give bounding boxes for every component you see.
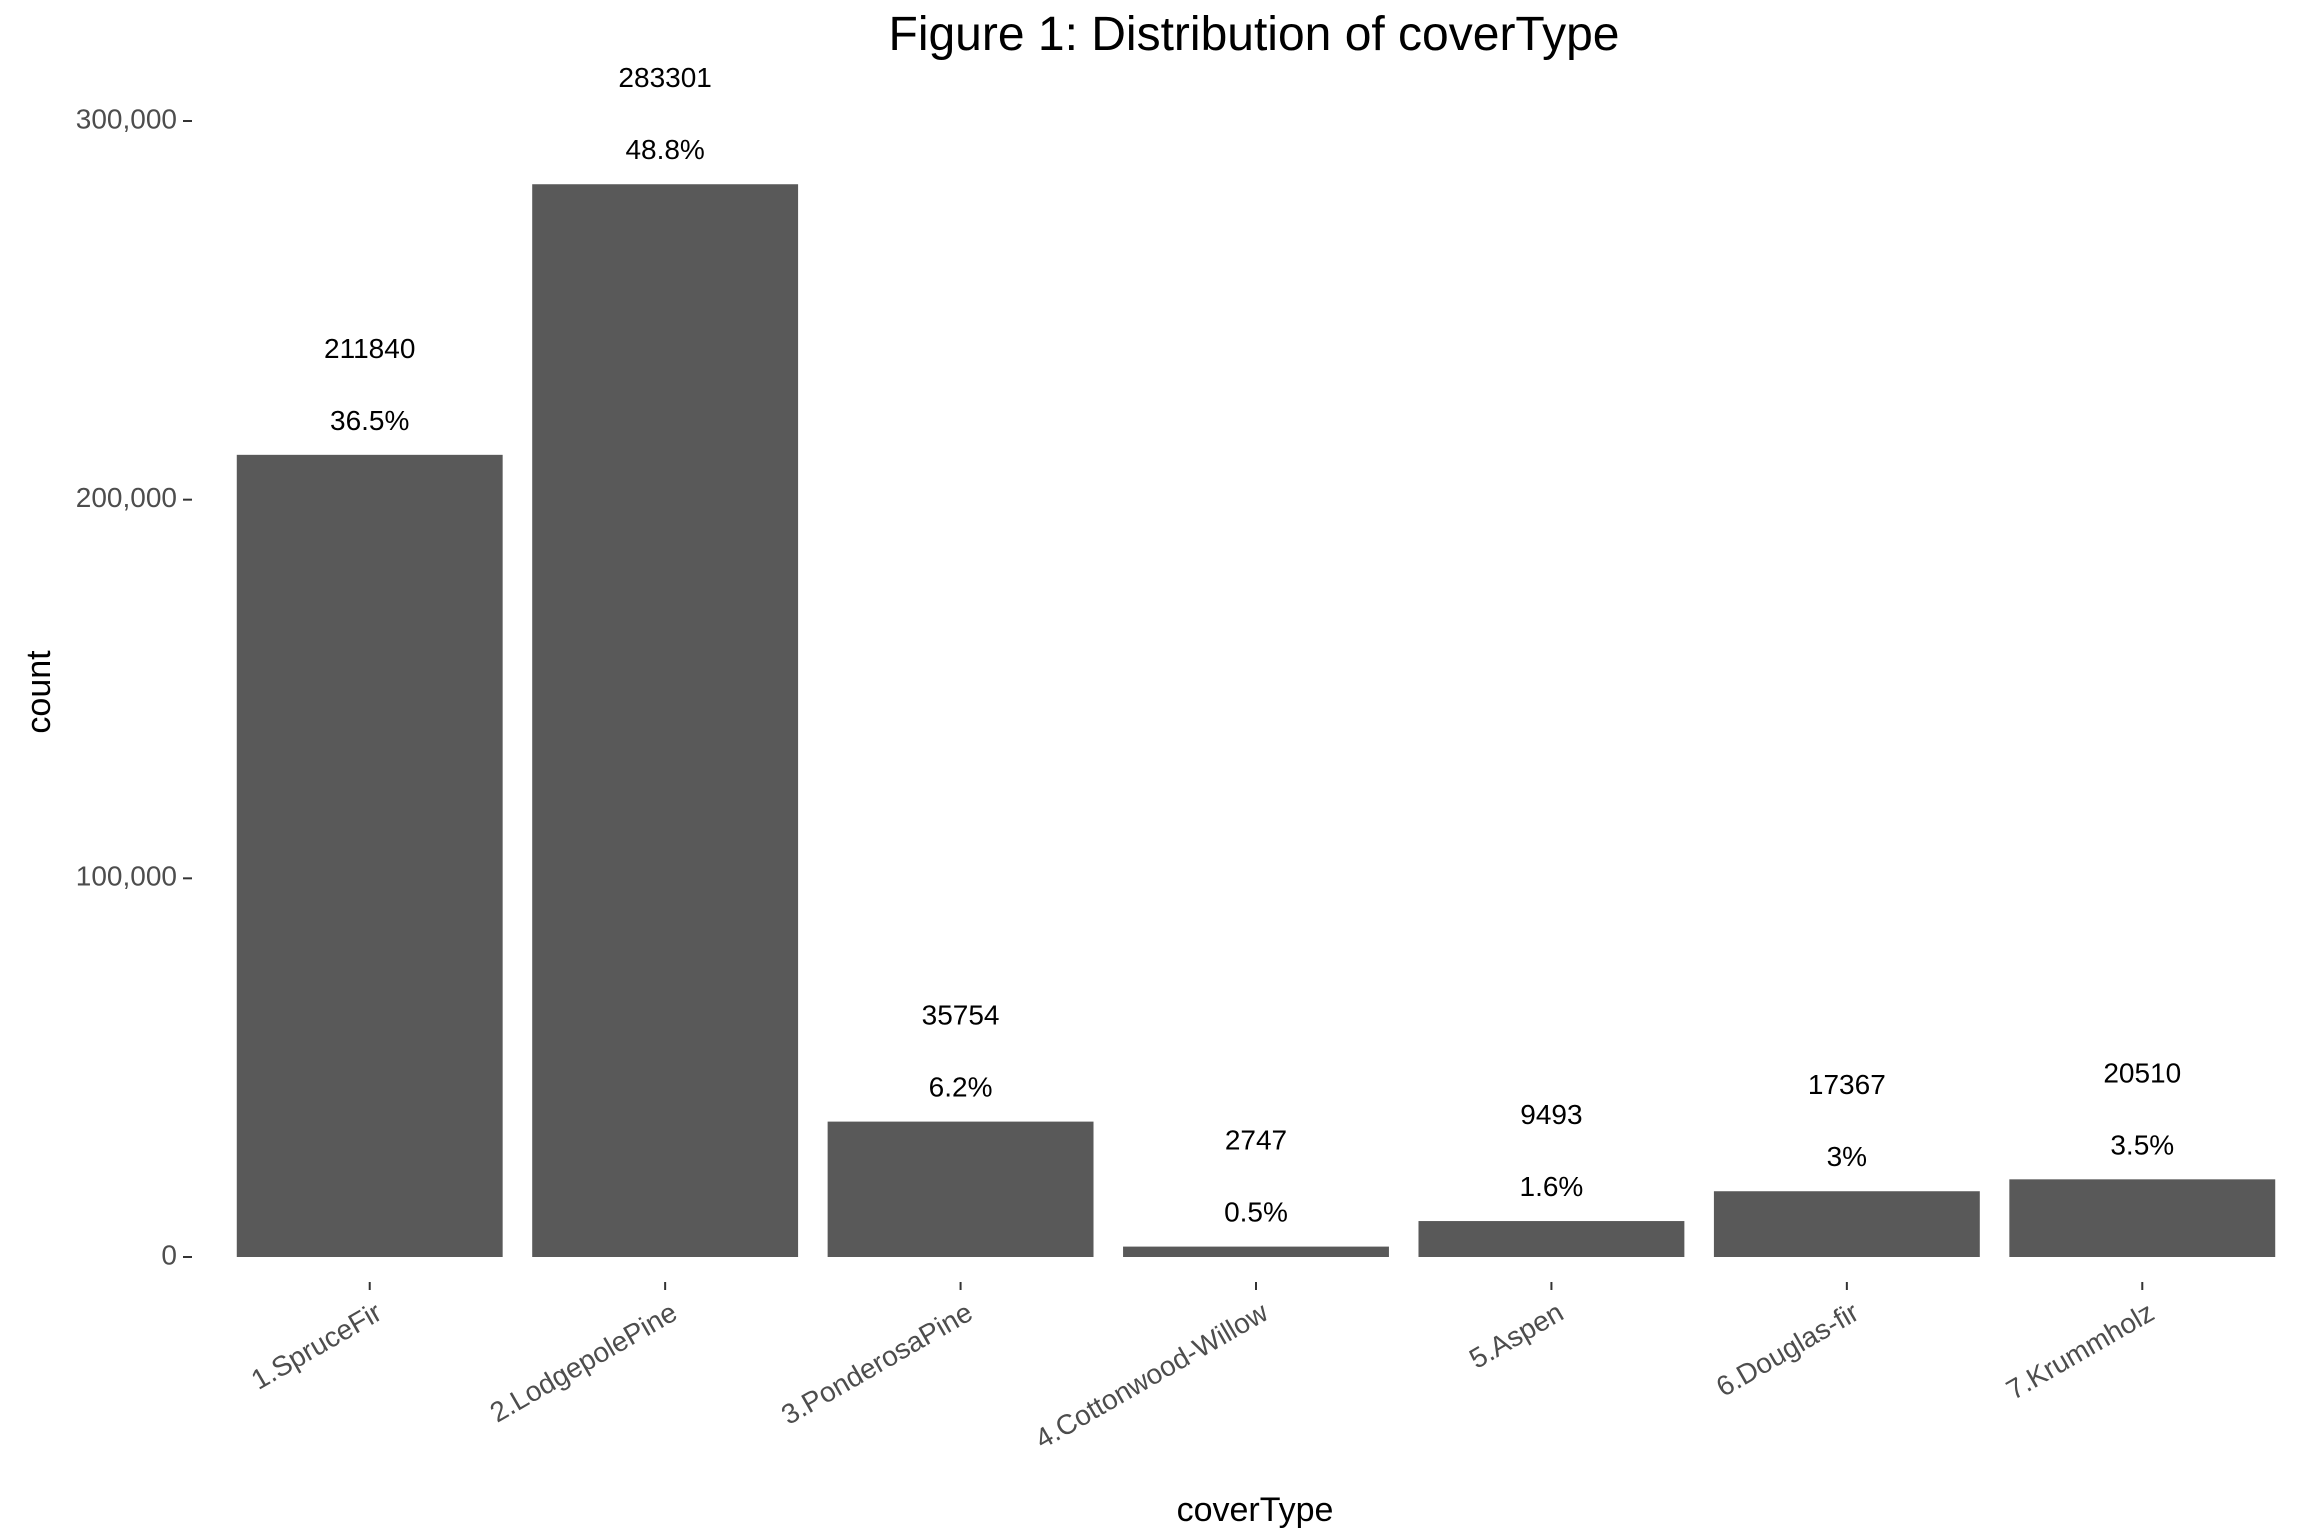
y-tick-label: 300,000 [76,103,177,134]
percent-label: 3.5% [2110,1129,2174,1160]
count-label: 2747 [1225,1125,1287,1156]
chart-title: Figure 1: Distribution of coverType [889,8,1620,61]
x-tick-label: 5.Aspen [1464,1296,1568,1374]
percent-label: 6.2% [929,1072,993,1103]
y-axis-title: count [20,650,58,734]
x-axis: 1.SpruceFir 2.LodgepolePine 3.PonderosaPin… [246,1282,2159,1455]
percent-label: 48.8% [625,134,704,165]
percent-label: 36.5% [330,405,409,436]
x-tick-label: 6.Douglas-fir [1711,1296,1864,1402]
x-axis-title: coverType [1177,1491,1334,1529]
count-label: 35754 [922,1000,1000,1031]
count-label: 9493 [1520,1099,1582,1130]
x-tick-label: 2.LodgepolePine [485,1296,683,1428]
x-tick-label: 4.Cottonwood-Willow [1030,1296,1274,1455]
bars: 36.5% 211840 48.8% 283301 6.2% 35754 0.5% 2747 1… [236,62,2276,1258]
count-label: 17367 [1808,1069,1886,1100]
percent-label: 1.6% [1520,1171,1584,1202]
count-label: 283301 [618,62,711,93]
y-axis: 0 100,000 200,000 300,000 [76,103,192,1270]
bar [1713,1191,1980,1257]
bar [2009,1179,2276,1257]
y-tick-label: 100,000 [76,861,177,892]
bar [827,1121,1094,1257]
bar [532,184,799,1258]
x-tick-label: 3.PonderosaPine [776,1296,978,1430]
y-tick-label: 200,000 [76,482,177,513]
x-tick-label: 1.SpruceFir [246,1296,387,1395]
y-tick-label: 0 [161,1239,177,1270]
bar [1418,1221,1685,1257]
x-tick-label: 7.Krummholz [2001,1296,2159,1405]
count-label: 20510 [2103,1057,2181,1088]
percent-label: 0.5% [1224,1197,1288,1228]
bar [236,454,503,1257]
bar [1123,1246,1389,1257]
percent-label: 3% [1827,1141,1867,1172]
count-label: 211840 [324,333,415,364]
